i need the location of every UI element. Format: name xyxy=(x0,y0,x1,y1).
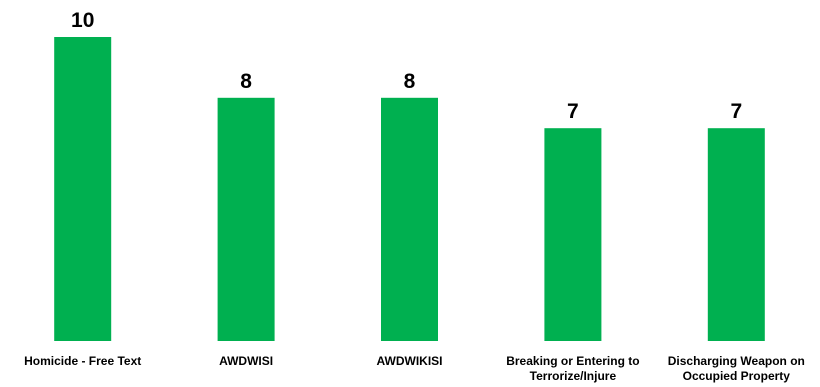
category-label-1-line-0: AWDWISI xyxy=(219,354,273,368)
category-labels-group: Homicide - Free Text AWDWISI AWDWIKISI Brea… xyxy=(24,354,805,383)
category-label-1: AWDWISI xyxy=(219,354,273,368)
category-label-2: AWDWIKISI xyxy=(377,354,443,368)
category-label-4-line-1: Occupied Property xyxy=(683,369,791,383)
bar-1 xyxy=(217,97,275,341)
bars-group xyxy=(54,37,765,341)
category-label-3-line-0: Breaking or Entering to xyxy=(506,354,639,368)
category-label-2-line-0: AWDWIKISI xyxy=(377,354,443,368)
data-label-0: 10 xyxy=(71,9,94,32)
data-label-1: 8 xyxy=(240,70,252,93)
value-labels-group: 10 8 8 7 7 xyxy=(71,9,742,123)
bar-3 xyxy=(544,128,602,341)
category-label-0-line-0: Homicide - Free Text xyxy=(24,354,141,368)
bar-0 xyxy=(54,37,112,341)
data-label-4: 7 xyxy=(730,100,742,123)
category-label-3-line-1: Terrorize/Injure xyxy=(530,369,617,383)
bar-2 xyxy=(381,97,438,341)
category-label-4-line-0: Discharging Weapon on xyxy=(668,354,805,368)
category-label-4: Discharging Weapon on Occupied Property xyxy=(668,354,805,383)
data-label-2: 8 xyxy=(404,70,416,93)
bar-4 xyxy=(707,128,765,341)
category-label-3: Breaking or Entering to Terrorize/Injure xyxy=(506,354,639,383)
category-label-0: Homicide - Free Text xyxy=(24,354,141,368)
data-label-3: 7 xyxy=(567,100,579,123)
